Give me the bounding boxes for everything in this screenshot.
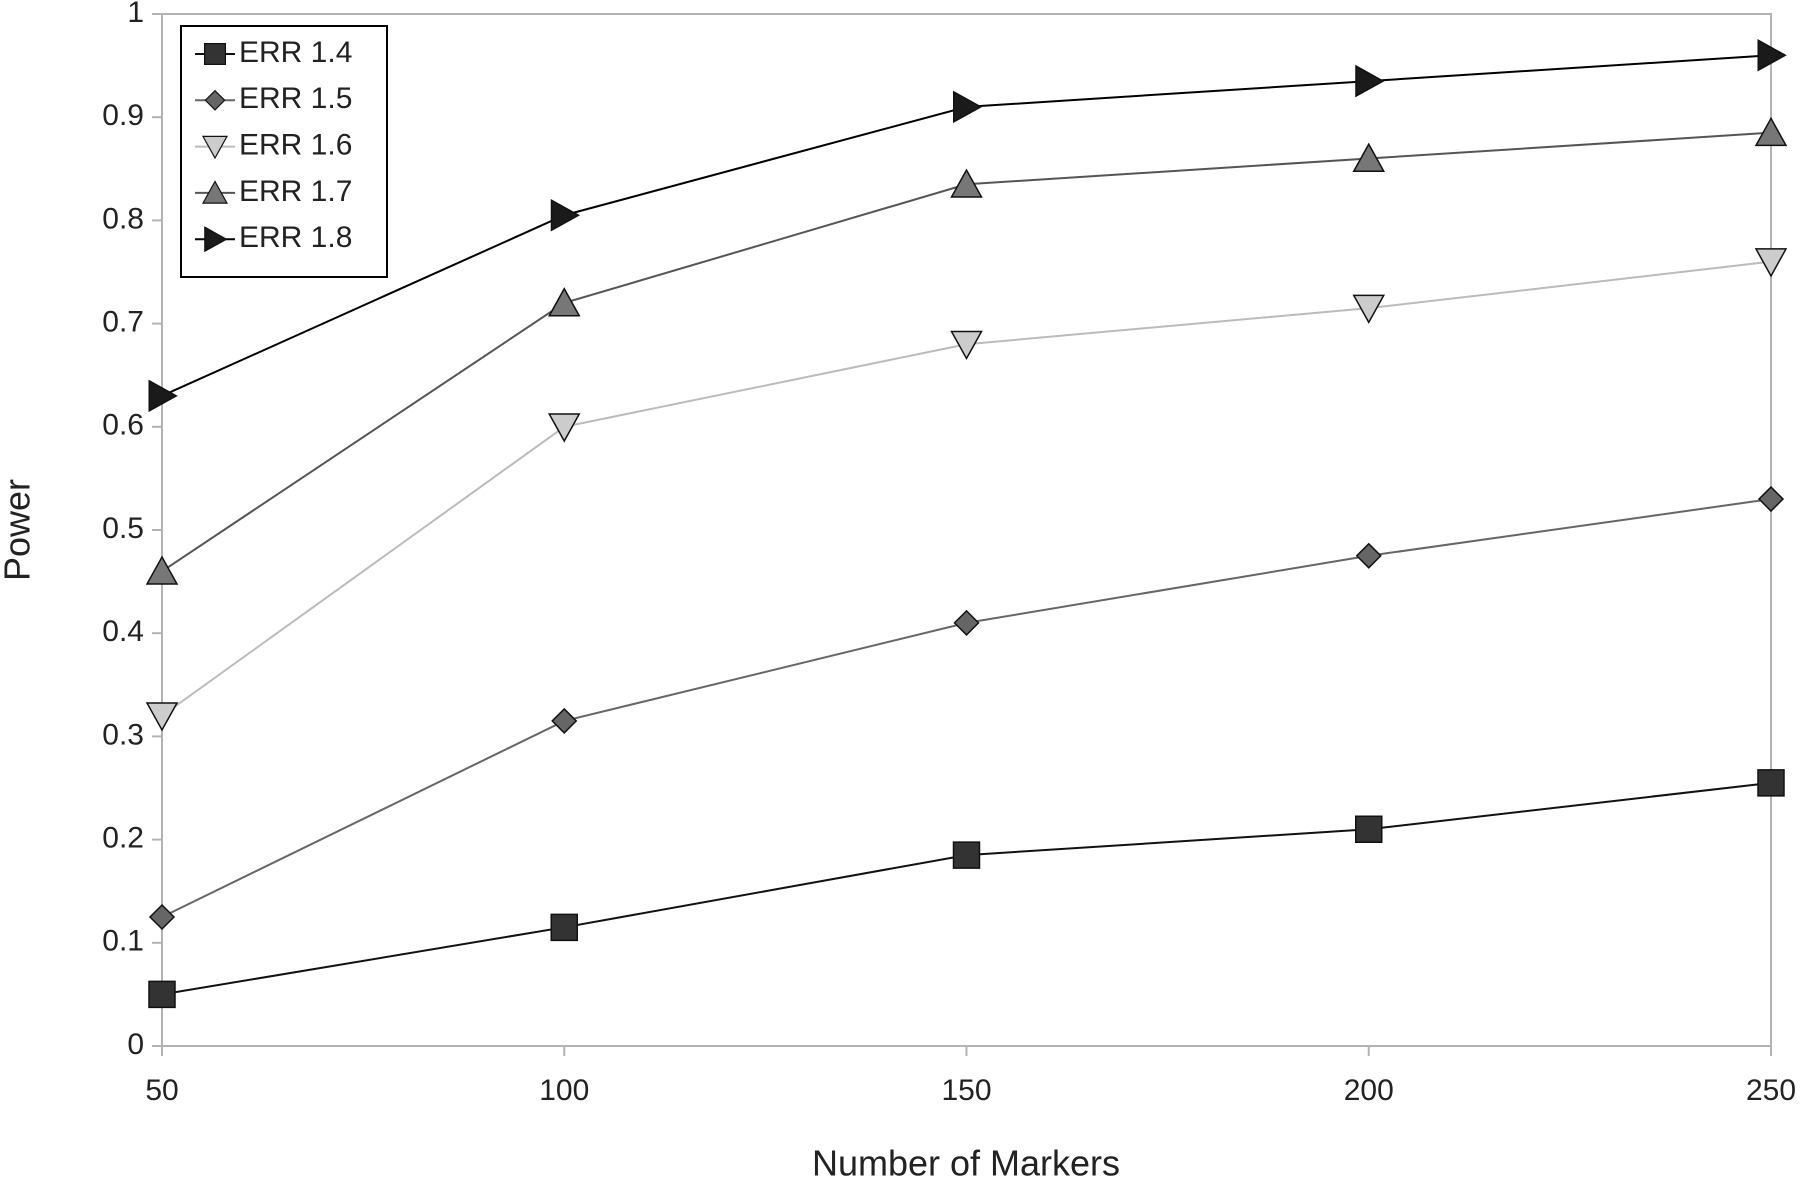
x-tick-label: 200 [1344,1074,1394,1107]
legend-marker [201,135,229,160]
legend-label: ERR 1.8 [239,221,352,254]
y-tick-label: 0.8 [102,202,144,235]
data-point [148,903,176,931]
data-point [145,555,179,585]
data-point [148,980,176,1009]
y-tick-label: 0.2 [102,822,144,855]
y-tick-label: 0.1 [102,925,144,958]
data-point [1757,39,1787,72]
data-point [1757,769,1785,797]
x-tick-label: 150 [941,1074,991,1107]
data-point [1355,542,1382,569]
y-tick-label: 0.5 [102,512,144,545]
y-tick-label: 0.4 [102,615,144,648]
series-line [161,781,1772,996]
y-tick-label: 0.3 [102,718,144,751]
data-point [1355,64,1385,98]
data-point [1754,116,1788,147]
data-point [953,90,983,124]
data-point [145,702,179,732]
data-point [953,609,980,636]
x-tick-label: 100 [539,1074,589,1107]
y-tick-label: 1 [127,0,144,29]
data-point [148,379,178,413]
data-point [950,330,983,361]
x-tick-label: 50 [145,1074,178,1107]
data-point [550,913,578,942]
data-point [1355,815,1383,844]
x-tick-label: 250 [1746,1074,1796,1107]
y-tick-label: 0 [127,1028,144,1061]
data-point [547,413,581,443]
legend-marker [204,89,226,111]
y-tick-label: 0.9 [102,99,144,132]
data-point [952,841,981,869]
legend: ERR 1.4 ERR 1.5 ERR 1.6 ERR 1.7 ERR 1.8 [180,25,388,278]
data-point [550,198,581,232]
data-point [547,287,581,317]
legend-marker [201,180,229,204]
y-tick-label: 0.6 [102,409,144,442]
data-point [1352,142,1386,172]
y-tick-label: 0.7 [102,306,144,339]
legend-marker [204,226,228,253]
data-point [551,707,578,734]
x-axis-title: Number of Markers [812,1143,1120,1181]
legend-label: ERR 1.7 [239,175,352,208]
legend-label: ERR 1.5 [239,82,352,115]
legend-marker [204,43,226,65]
data-point [1757,485,1785,513]
data-point [1754,248,1788,278]
y-axis-title: Power [0,479,38,581]
data-point [950,168,983,198]
data-point [1352,294,1386,324]
series-line [161,260,1772,717]
legend-label: ERR 1.4 [239,36,352,69]
legend-label: ERR 1.6 [239,129,352,162]
